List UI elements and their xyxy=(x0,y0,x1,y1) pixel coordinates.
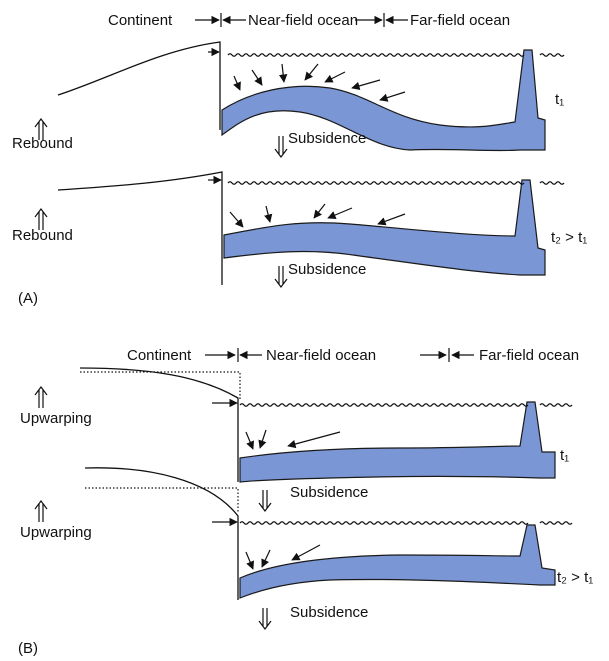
header-far-field: Far-field ocean xyxy=(410,12,510,29)
wave-line xyxy=(540,404,572,407)
continent-profile xyxy=(58,172,222,285)
time-label: t₁ xyxy=(555,91,564,108)
subsidence-arrow xyxy=(259,136,287,629)
subsidence-label: Subsidence xyxy=(288,130,366,147)
header-continent: Continent xyxy=(108,12,173,29)
lithosphere xyxy=(240,402,555,482)
time-label: t₁ xyxy=(560,447,569,464)
uplift-arrow xyxy=(35,119,47,522)
header-far-field: Far-field ocean xyxy=(479,347,579,364)
load-arrows xyxy=(246,430,340,449)
panel-label: (A) xyxy=(18,290,38,307)
wave-line xyxy=(228,54,524,57)
diagram: Continent Near-field ocean Far-field oce… xyxy=(0,0,609,661)
wave-line xyxy=(540,182,564,185)
panel-label: (B) xyxy=(18,640,38,657)
subsidence-label: Subsidence xyxy=(290,604,368,621)
original-profile xyxy=(85,488,238,512)
subsidence-label: Subsidence xyxy=(290,484,368,501)
uplift-label: Upwarping xyxy=(20,410,92,427)
header-continent: Continent xyxy=(127,347,192,364)
header-near-field: Near-field ocean xyxy=(248,12,358,29)
lithosphere xyxy=(224,180,545,275)
header-near-field: Near-field ocean xyxy=(266,347,376,364)
continent-profile xyxy=(58,42,220,130)
wave-line xyxy=(540,522,572,525)
subsidence-label: Subsidence xyxy=(288,261,366,278)
lithosphere xyxy=(240,525,555,598)
wave-line xyxy=(240,522,528,525)
time-label: t₂ > t₁ xyxy=(557,569,593,586)
wave-line xyxy=(228,182,524,185)
uplift-label: Upwarping xyxy=(20,524,92,541)
wave-line xyxy=(240,404,528,407)
original-profile xyxy=(80,372,240,400)
time-label: t₂ > t₁ xyxy=(551,229,587,246)
lithosphere xyxy=(222,50,545,151)
continent-profile xyxy=(80,368,238,482)
wave-line xyxy=(540,54,564,57)
